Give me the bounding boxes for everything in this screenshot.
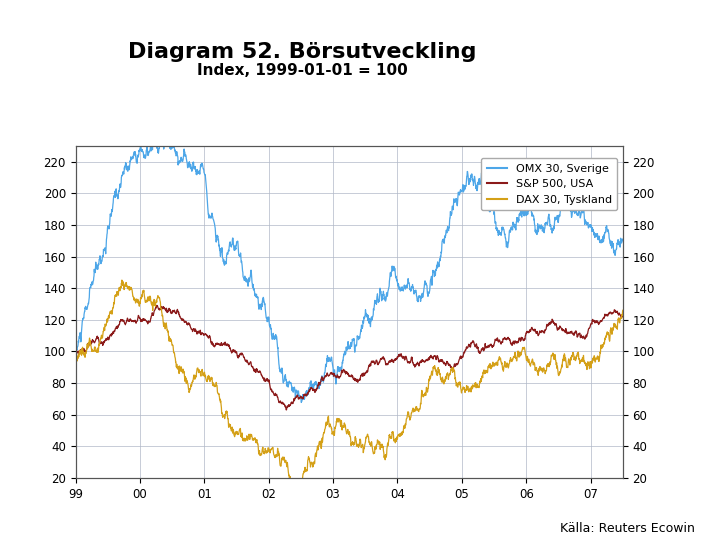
S&P 500, USA — [71, 348, 80, 355]
DAX 30, Tyskland — [583, 361, 592, 367]
OMX 30, Sverige — [618, 237, 626, 243]
OMX 30, Sverige — [557, 200, 565, 207]
OMX 30, Sverige — [297, 399, 305, 406]
DAX 30, Tyskland — [557, 366, 565, 372]
OMX 30, Sverige — [158, 133, 166, 140]
Text: Källa: Reuters Ecowin: Källa: Reuters Ecowin — [560, 522, 695, 535]
DAX 30, Tyskland — [618, 307, 627, 314]
S&P 500, USA — [282, 407, 291, 413]
Text: Index, 1999-01-01 = 100: Index, 1999-01-01 = 100 — [197, 63, 408, 78]
DAX 30, Tyskland — [117, 277, 126, 284]
Line: S&P 500, USA: S&P 500, USA — [76, 306, 623, 410]
Line: OMX 30, Sverige: OMX 30, Sverige — [76, 137, 623, 402]
S&P 500, USA — [618, 313, 627, 320]
DAX 30, Tyskland — [296, 485, 305, 491]
Text: Diagram 52. Börsutveckling: Diagram 52. Börsutveckling — [128, 42, 477, 62]
S&P 500, USA — [457, 355, 466, 362]
DAX 30, Tyskland — [457, 389, 466, 395]
DAX 30, Tyskland — [198, 369, 207, 375]
S&P 500, USA — [583, 331, 592, 338]
DAX 30, Tyskland — [71, 359, 80, 366]
DAX 30, Tyskland — [417, 400, 426, 406]
OMX 30, Sverige — [618, 238, 627, 244]
OMX 30, Sverige — [417, 295, 426, 301]
Text: SVERIGES
RIKSBANK: SVERIGES RIKSBANK — [647, 57, 684, 68]
OMX 30, Sverige — [198, 161, 207, 168]
OMX 30, Sverige — [583, 221, 592, 227]
S&P 500, USA — [557, 325, 565, 331]
S&P 500, USA — [198, 330, 207, 336]
S&P 500, USA — [618, 313, 626, 320]
S&P 500, USA — [417, 357, 426, 364]
DAX 30, Tyskland — [618, 311, 626, 318]
Legend: OMX 30, Sverige, S&P 500, USA, DAX 30, Tyskland: OMX 30, Sverige, S&P 500, USA, DAX 30, T… — [481, 158, 617, 210]
OMX 30, Sverige — [71, 348, 80, 355]
S&P 500, USA — [153, 302, 161, 309]
Text: ⚙ ⚙
⚙ ⚙: ⚙ ⚙ ⚙ ⚙ — [655, 20, 676, 42]
OMX 30, Sverige — [457, 187, 466, 194]
Line: DAX 30, Tyskland: DAX 30, Tyskland — [76, 280, 623, 488]
